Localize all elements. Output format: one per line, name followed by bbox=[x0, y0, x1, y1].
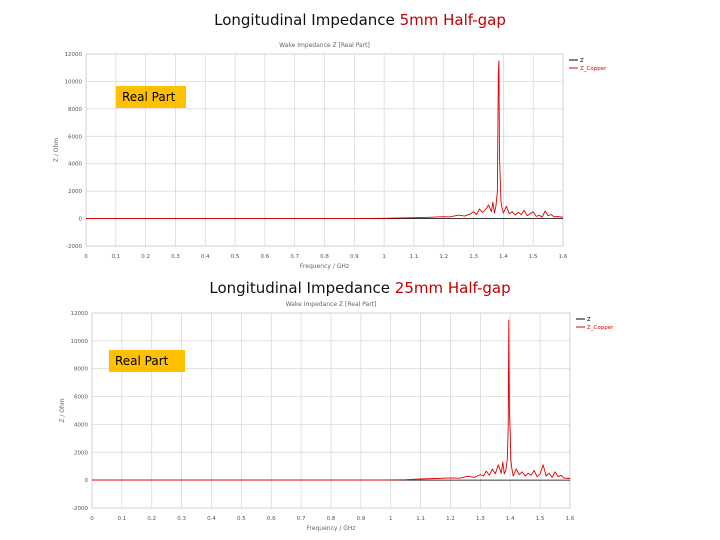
series-line-z-copper bbox=[86, 60, 564, 220]
series-line-z-copper bbox=[92, 319, 571, 481]
x-tick-label: 0.4 bbox=[201, 254, 210, 260]
y-tick-label: 0 bbox=[79, 217, 83, 223]
x-tick-label: 1.5 bbox=[529, 254, 538, 260]
y-tick-label: 0 bbox=[85, 478, 89, 484]
x-axis-label: Frequency / GHz bbox=[300, 263, 349, 270]
y-tick-label: 8000 bbox=[68, 107, 82, 113]
x-tick-label: 0.2 bbox=[147, 516, 156, 522]
x-tick-label: 0.9 bbox=[357, 516, 366, 522]
x-tick-label: 0.1 bbox=[118, 516, 127, 522]
y-tick-label: 12000 bbox=[71, 311, 89, 317]
slide-title-25mm: Longitudinal Impedance 25mm Half-gap bbox=[0, 279, 720, 297]
x-tick-label: 1.1 bbox=[410, 254, 419, 260]
x-tick-label: 0.3 bbox=[177, 516, 186, 522]
real-part-badge: Real Part bbox=[109, 350, 185, 372]
x-tick-label: 1.6 bbox=[566, 516, 575, 522]
y-tick-label: 6000 bbox=[74, 395, 88, 401]
y-tick-label: 2000 bbox=[74, 450, 88, 456]
x-tick-label: 0 bbox=[90, 516, 94, 522]
x-tick-label: 0 bbox=[84, 254, 88, 260]
chart-title: Wake Impedance Z [Real Part] bbox=[286, 301, 377, 308]
x-tick-label: 1.3 bbox=[476, 516, 485, 522]
x-tick-label: 0.1 bbox=[111, 254, 120, 260]
title-highlight: 5mm Half-gap bbox=[399, 11, 506, 29]
legend-entry: Z_Copper bbox=[587, 325, 614, 331]
x-tick-label: 0.9 bbox=[350, 254, 359, 260]
x-tick-label: 0.4 bbox=[207, 516, 216, 522]
x-tick-label: 0.5 bbox=[231, 254, 240, 260]
x-tick-label: 1.6 bbox=[559, 254, 568, 260]
y-tick-label: 10000 bbox=[71, 339, 89, 345]
real-part-badge: Real Part bbox=[116, 86, 186, 108]
x-tick-label: 0.7 bbox=[297, 516, 306, 522]
x-tick-label: 1.2 bbox=[439, 254, 448, 260]
y-axis-label: Z / Ohm bbox=[53, 138, 60, 162]
y-tick-label: -2000 bbox=[66, 244, 82, 250]
x-tick-label: 0.6 bbox=[267, 516, 276, 522]
x-tick-label: 0.8 bbox=[320, 254, 329, 260]
title-highlight: 25mm Half-gap bbox=[394, 279, 511, 297]
legend-entry: Z_Copper bbox=[580, 66, 607, 72]
x-tick-label: 1 bbox=[382, 254, 386, 260]
slide-title-5mm: Longitudinal Impedance 5mm Half-gap bbox=[0, 11, 720, 29]
x-tick-label: 0.2 bbox=[141, 254, 150, 260]
chart-title: Wake Impedance Z [Real Part] bbox=[279, 42, 370, 49]
x-tick-label: 0.8 bbox=[327, 516, 336, 522]
y-tick-label: 8000 bbox=[74, 367, 88, 373]
y-tick-label: 4000 bbox=[68, 162, 82, 168]
x-tick-label: 0.5 bbox=[237, 516, 246, 522]
y-axis-label: Z / Ohm bbox=[59, 398, 66, 422]
y-tick-label: 12000 bbox=[65, 52, 83, 58]
title-prefix: Longitudinal Impedance bbox=[209, 279, 395, 297]
x-tick-label: 1.3 bbox=[469, 254, 478, 260]
x-tick-label: 1 bbox=[389, 516, 393, 522]
y-tick-label: -2000 bbox=[72, 506, 88, 512]
x-tick-label: 0.7 bbox=[290, 254, 299, 260]
x-tick-label: 1.1 bbox=[416, 516, 425, 522]
y-tick-label: 4000 bbox=[74, 422, 88, 428]
x-tick-label: 1.2 bbox=[446, 516, 455, 522]
x-tick-label: 1.5 bbox=[536, 516, 545, 522]
y-tick-label: 2000 bbox=[68, 189, 82, 195]
y-tick-label: 6000 bbox=[68, 134, 82, 140]
legend-entry: Z bbox=[587, 317, 591, 323]
title-prefix: Longitudinal Impedance bbox=[214, 11, 400, 29]
x-tick-label: 0.3 bbox=[171, 254, 180, 260]
x-axis-label: Frequency / GHz bbox=[306, 525, 355, 532]
x-tick-label: 0.6 bbox=[261, 254, 270, 260]
x-tick-label: 1.4 bbox=[499, 254, 508, 260]
x-tick-label: 1.4 bbox=[506, 516, 515, 522]
legend-entry: Z bbox=[580, 58, 584, 64]
y-tick-label: 10000 bbox=[65, 79, 83, 85]
